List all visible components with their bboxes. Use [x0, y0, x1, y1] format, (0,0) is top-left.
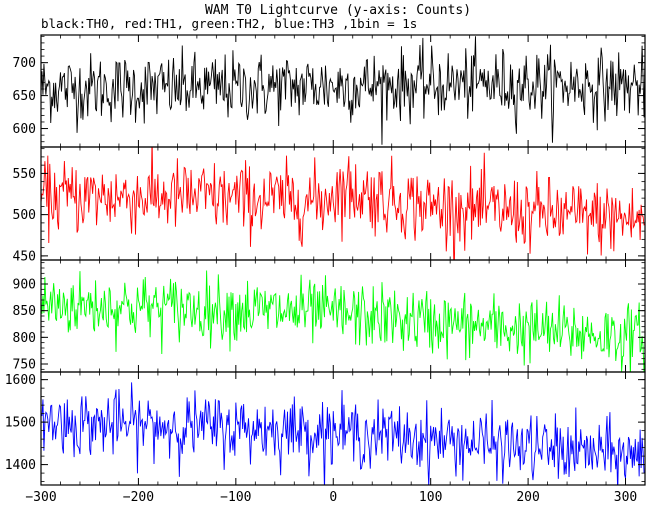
panel-th2: 750 800 850 900: [13, 259, 646, 373]
panel-th0: 600 650 700: [13, 34, 646, 148]
y-tick-label: 500: [13, 208, 36, 223]
y-tick-label: 600: [13, 122, 36, 137]
x-tick-label: −300: [25, 490, 56, 505]
y-tick-label: 1600: [5, 373, 36, 388]
y-tick-label: 800: [13, 331, 36, 346]
x-tick-label: 300: [614, 490, 637, 505]
y-tick-label: 750: [13, 358, 36, 373]
panel-frame: [40, 371, 646, 486]
y-tick-label: 700: [13, 56, 36, 71]
series-line-th0: [41, 36, 645, 145]
y-tick-label: 1500: [5, 416, 36, 431]
y-tick-label: 650: [13, 89, 36, 104]
x-tick-label: 200: [516, 490, 539, 505]
series-line-th1: [41, 147, 645, 260]
x-tick-label: 0: [329, 490, 337, 505]
panels-group: 600 650 700 450 500 550 750 800 850 900 1400 1500 16…: [5, 34, 646, 486]
series-line-th3: [41, 382, 645, 485]
y-tick-label: 550: [13, 167, 36, 182]
chart-subtitle: black:TH0, red:TH1, green:TH2, blue:TH3 …: [41, 16, 417, 31]
panel-th1: 450 500 550: [13, 146, 646, 264]
x-tick-label: 100: [419, 490, 442, 505]
y-tick-label: 1400: [5, 458, 36, 473]
y-tick-label: 900: [13, 278, 36, 293]
chart-title: WAM T0 Lightcurve (y-axis: Counts): [205, 3, 471, 18]
y-tick-label: 450: [13, 249, 36, 264]
x-tick-label: −100: [220, 490, 251, 505]
series-line-th2: [41, 270, 645, 372]
x-tick-label: −200: [123, 490, 154, 505]
y-tick-label: 850: [13, 304, 36, 319]
panel-th3: 1400 1500 1600: [5, 371, 646, 486]
x-axis: −300 −200 −100 0 100 200 300: [25, 490, 637, 505]
